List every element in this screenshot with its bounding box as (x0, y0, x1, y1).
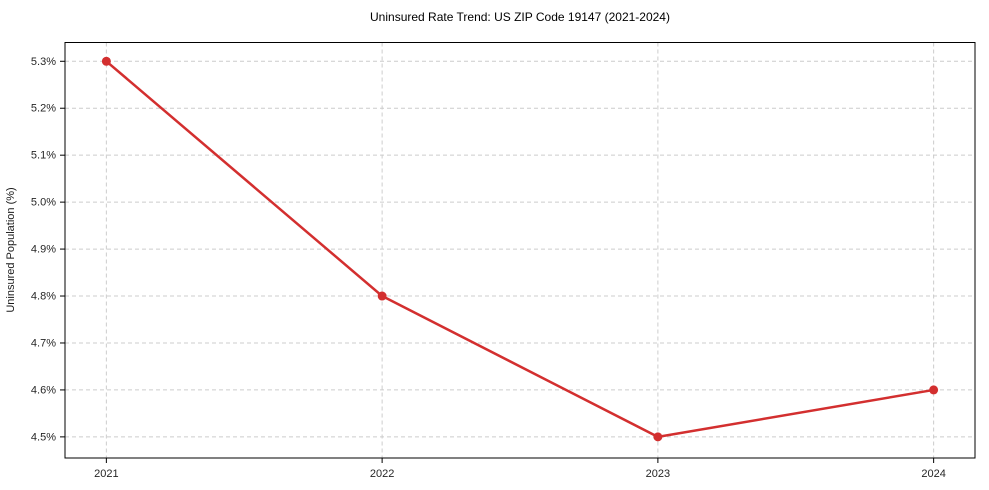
data-point-marker (653, 432, 663, 442)
y-axis-label: Uninsured Population (%) (5, 187, 17, 312)
trend-line (105, 60, 935, 439)
x-tick-label: 2023 (646, 468, 670, 480)
data-point-marker (101, 56, 111, 66)
data-point-marker (929, 385, 939, 395)
tick-labels: 4.5% 4.6% 4.7% 4.8% 4.9% 5.0% 5.1% 5.2% 5.3% 2021… (31, 56, 946, 480)
y-tick-label: 5.3% (31, 56, 56, 68)
plot-border (64, 42, 976, 459)
axes (60, 42, 976, 463)
data-point-marker (377, 291, 387, 301)
y-tick-label: 5.1% (31, 150, 56, 162)
y-tick-label: 4.5% (31, 431, 56, 443)
grid-lines (65, 42, 975, 458)
x-tick-label: 2024 (921, 468, 945, 480)
data-series (101, 56, 939, 442)
y-tick-label: 4.7% (31, 337, 56, 349)
y-tick-label: 4.6% (31, 384, 56, 396)
chart-title: Uninsured Rate Trend: US ZIP Code 19147 … (370, 10, 670, 24)
y-tick-label: 5.2% (31, 103, 56, 115)
y-tick-label: 4.8% (31, 291, 56, 303)
y-tick-label: 4.9% (31, 244, 56, 256)
x-tick-label: 2021 (94, 468, 118, 480)
y-tick-label: 5.0% (31, 197, 56, 209)
x-tick-label: 2022 (370, 468, 394, 480)
